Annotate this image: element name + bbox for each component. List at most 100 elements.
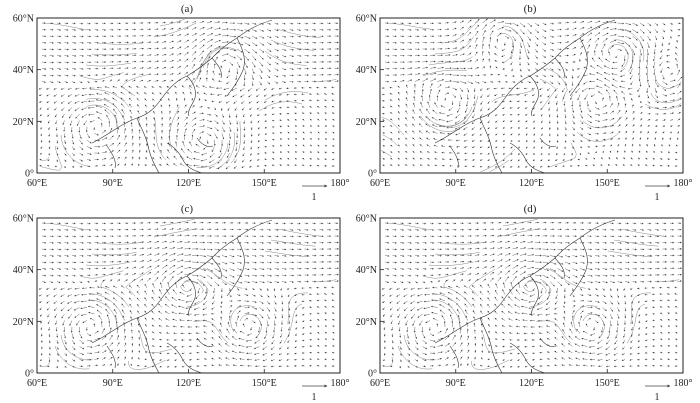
flow-arrow: [152, 98, 155, 102]
flow-arrow: [274, 268, 280, 270]
flow-arrow: [120, 97, 125, 102]
flow-arrow: [211, 336, 215, 341]
flow-arrow: [519, 247, 527, 250]
flow-arrow: [590, 65, 596, 69]
flow-arrow: [41, 248, 47, 251]
flow-arrow: [438, 125, 446, 128]
flow-arrow: [145, 344, 148, 347]
flow-arrow: [71, 146, 75, 151]
flow-arrow: [392, 261, 397, 264]
flow-arrow: [332, 338, 335, 341]
flow-arrow: [281, 61, 287, 64]
flow-arrow: [608, 51, 611, 56]
flow-arrow: [572, 287, 574, 292]
flow-arrow: [609, 118, 615, 121]
flow-arrow: [472, 310, 476, 315]
flow-arrow: [497, 253, 503, 256]
flow-arrow: [399, 35, 405, 38]
flow-arrow: [605, 365, 611, 368]
flow-arrow: [677, 273, 682, 276]
flow-arrow: [546, 331, 551, 334]
flow-arrow: [512, 228, 517, 230]
flow-arrow: [259, 248, 264, 251]
flow-arrow: [122, 315, 125, 321]
flow-arrow: [399, 359, 402, 362]
flow-arrow: [182, 284, 185, 289]
flow-arrow: [46, 294, 50, 297]
flow-arrow: [571, 152, 574, 156]
flow-arrow: [549, 274, 556, 279]
flow-arrow: [644, 300, 648, 303]
flow-arrow: [532, 159, 536, 162]
flow-arrow: [674, 293, 678, 295]
flow-arrow: [194, 313, 200, 316]
streamline: [545, 67, 568, 102]
flow-arrow: [71, 35, 77, 38]
flow-arrow: [429, 83, 433, 89]
flow-arrow: [474, 247, 480, 250]
flow-arrow: [502, 282, 506, 289]
flow-arrow: [214, 268, 221, 272]
y-tick-label: 20°N: [356, 117, 377, 128]
flow-arrow: [467, 279, 471, 282]
flow-arrow: [504, 228, 510, 230]
flow-arrow: [294, 151, 298, 154]
flow-arrow: [266, 241, 272, 244]
flow-arrow: [109, 28, 114, 31]
flow-arrow: [554, 330, 558, 334]
flow-arrow: [495, 139, 498, 142]
flow-arrow: [494, 365, 498, 368]
flow-arrow: [465, 107, 468, 113]
streamline: [496, 33, 514, 63]
flow-arrow: [419, 151, 423, 154]
coastline-segment: [554, 57, 565, 79]
flow-arrow: [531, 94, 536, 97]
flow-arrow: [452, 40, 457, 43]
flow-arrow: [153, 110, 155, 115]
flow-arrow: [226, 74, 230, 79]
flow-arrow: [101, 222, 106, 225]
streamline: [40, 356, 50, 367]
flow-arrow: [302, 320, 305, 323]
streamline: [613, 239, 659, 247]
flow-arrow: [677, 105, 682, 108]
flow-arrow: [632, 267, 637, 270]
flow-arrow: [185, 300, 193, 303]
flow-arrow: [176, 104, 179, 108]
flow-arrow: [60, 287, 65, 290]
flow-arrow: [129, 103, 133, 108]
flow-arrow: [418, 123, 423, 128]
flow-arrow: [169, 60, 174, 63]
flow-arrow: [154, 259, 160, 263]
flow-arrow: [279, 138, 283, 141]
flow-arrow: [104, 109, 110, 115]
flow-arrow: [647, 48, 649, 56]
flow-arrow: [434, 151, 438, 154]
flow-arrow: [289, 80, 294, 83]
flow-arrow: [154, 253, 160, 256]
flow-arrow: [229, 281, 235, 285]
flow-arrow: [509, 332, 513, 335]
flow-arrow: [474, 266, 480, 269]
flow-arrow: [334, 273, 339, 276]
flow-arrow: [632, 29, 639, 34]
flow-arrow: [613, 346, 618, 350]
flow-arrow: [609, 144, 613, 147]
flow-arrow: [669, 79, 676, 82]
flow-arrow: [487, 146, 491, 149]
flow-arrow: [60, 87, 65, 90]
flow-arrow: [594, 107, 600, 110]
flow-arrow: [101, 273, 106, 276]
flow-arrow: [621, 91, 626, 95]
flow-arrow: [447, 291, 453, 295]
flow-arrow: [56, 365, 59, 369]
flow-arrow: [40, 126, 43, 130]
flow-arrow: [587, 255, 593, 257]
flow-arrow: [564, 81, 567, 86]
flow-arrow: [632, 274, 637, 277]
flow-arrow: [524, 365, 528, 368]
flow-arrow: [646, 68, 648, 76]
flow-arrow: [459, 267, 465, 269]
flow-arrow: [654, 22, 659, 26]
flow-arrow: [399, 268, 405, 270]
